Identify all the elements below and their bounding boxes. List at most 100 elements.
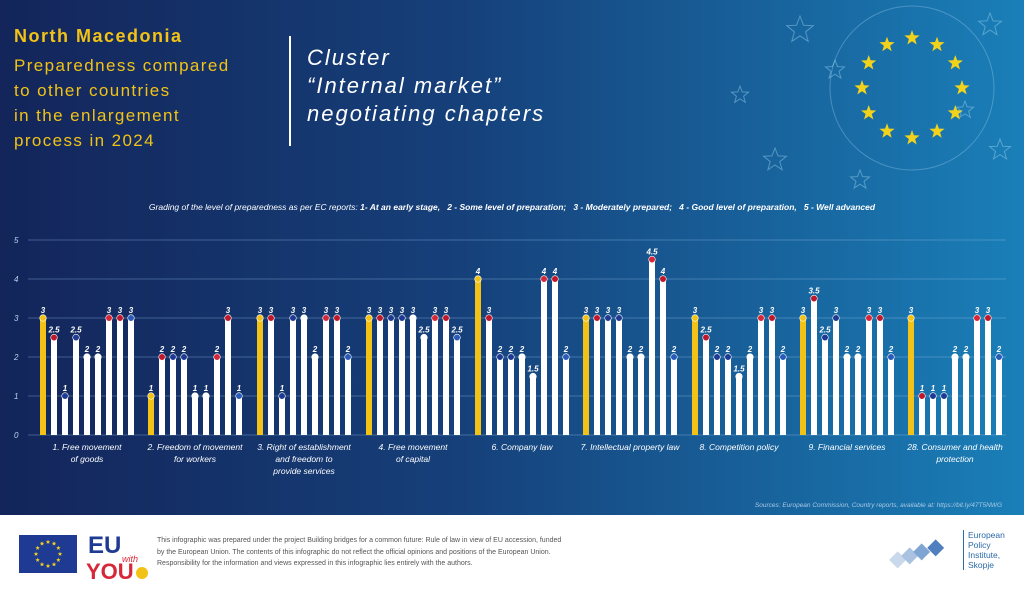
bar — [563, 357, 569, 435]
country-flag-icon — [876, 314, 884, 322]
country-flag-icon — [420, 333, 428, 342]
country-flag-icon — [116, 314, 124, 322]
bar-value-label: 1 — [63, 384, 68, 393]
subtitle-line: in the enlargement — [14, 106, 181, 125]
cluster-line: “Internal market” — [307, 73, 503, 98]
bar-value-label: 3 — [324, 306, 329, 315]
bar-value-label: 3 — [411, 306, 416, 315]
country-flag-icon — [637, 353, 645, 361]
bar — [377, 318, 383, 435]
country-flag-icon — [529, 372, 537, 381]
eu-stars-decoration — [730, 5, 1012, 190]
flag-star-icon — [57, 551, 63, 556]
bar-value-label: 3 — [367, 306, 372, 315]
bar — [497, 357, 503, 435]
bar — [236, 396, 242, 435]
cluster-title: Cluster “Internal market” negotiating ch… — [307, 44, 545, 128]
country-flag-icon — [474, 275, 482, 283]
bar-value-label: 2 — [563, 345, 569, 354]
country-flag-icon — [376, 314, 384, 322]
country-flag-icon — [127, 314, 135, 322]
y-tick-label: 2 — [13, 353, 19, 362]
bar-value-label: 3 — [129, 306, 134, 315]
decor-ring — [829, 5, 995, 171]
eu-star-icon — [947, 55, 963, 70]
bar — [638, 357, 644, 435]
country-flag-icon — [582, 314, 590, 322]
bar — [290, 318, 296, 435]
bar — [866, 318, 872, 435]
bar — [833, 318, 839, 435]
bar — [908, 318, 914, 435]
country-flag-icon — [691, 314, 699, 322]
bar-value-label: 3 — [770, 306, 775, 315]
bar — [877, 318, 883, 435]
bar — [148, 396, 154, 435]
bar — [519, 357, 525, 435]
epi-logo-mark-icon — [884, 535, 958, 575]
bar — [192, 396, 198, 435]
bar — [594, 318, 600, 435]
bar — [780, 357, 786, 435]
country-flag-icon — [995, 353, 1003, 361]
bar — [930, 396, 936, 435]
bar-value-label: 3 — [302, 306, 307, 315]
country-flag-icon — [984, 314, 992, 322]
category-label: 1. Free movement — [53, 442, 123, 452]
bar-value-label: 3 — [759, 306, 764, 315]
grade-2: 2 - Some level of preparation; — [447, 202, 567, 212]
country-flag-icon — [507, 353, 515, 361]
y-tick-label: 5 — [14, 236, 19, 245]
bar — [671, 357, 677, 435]
bar-value-label: 3 — [801, 306, 806, 315]
grade-5: 5 - Well advanced — [803, 202, 876, 212]
bar-value-label: 1 — [280, 384, 285, 393]
bar — [323, 318, 329, 435]
country-flag-icon — [940, 392, 948, 400]
country-title: North Macedonia — [14, 26, 183, 46]
bar — [758, 318, 764, 435]
bar — [811, 298, 817, 435]
country-flag-icon — [61, 392, 69, 400]
country-flag-icon — [344, 353, 352, 361]
country-flag-icon — [83, 353, 91, 361]
bar — [605, 318, 611, 435]
bar-value-label: 2 — [95, 345, 101, 354]
grading-intro: Grading of the level of preparedness as … — [148, 202, 361, 212]
country-flag-icon — [713, 353, 721, 361]
bar-value-label: 2 — [996, 345, 1002, 354]
country-flag-icon — [702, 333, 710, 342]
country-flag-icon — [191, 392, 199, 400]
eu-star-icon — [929, 36, 945, 52]
bar-value-label: 1 — [931, 384, 936, 393]
country-flag-icon — [94, 353, 102, 361]
bar-value-label: 2.5 — [450, 326, 463, 335]
y-tick-label: 0 — [14, 431, 19, 440]
bar-value-label: 3 — [258, 306, 263, 315]
country-flag-icon — [300, 314, 308, 322]
bar — [616, 318, 622, 435]
eu-star-icon — [947, 105, 963, 120]
bar-value-label: 2 — [159, 345, 165, 354]
flag-star-icon — [35, 545, 40, 550]
subtitle-block: Preparedness compared to other countries… — [14, 53, 284, 153]
bar-value-label: 4 — [552, 267, 558, 276]
bar — [552, 279, 558, 435]
eu-star-icon — [861, 55, 877, 70]
country-flag-icon — [540, 275, 548, 283]
bar-value-label: 2.5 — [417, 326, 430, 335]
bar — [855, 357, 861, 435]
bar — [583, 318, 589, 435]
bar-value-label: 1 — [204, 384, 209, 393]
bar-value-label: 3 — [107, 306, 112, 315]
country-flag-icon — [256, 314, 264, 322]
bar — [541, 279, 547, 435]
country-flag-icon — [821, 333, 829, 342]
country-flag-icon — [593, 314, 601, 322]
outline-star-icon — [977, 11, 1003, 36]
country-flag-icon — [615, 314, 623, 322]
bar-value-label: 2.5 — [818, 326, 831, 335]
country-flag-icon — [147, 392, 155, 400]
category-label: 8. Competition policy — [700, 442, 780, 452]
epi-square-icon — [927, 539, 945, 557]
